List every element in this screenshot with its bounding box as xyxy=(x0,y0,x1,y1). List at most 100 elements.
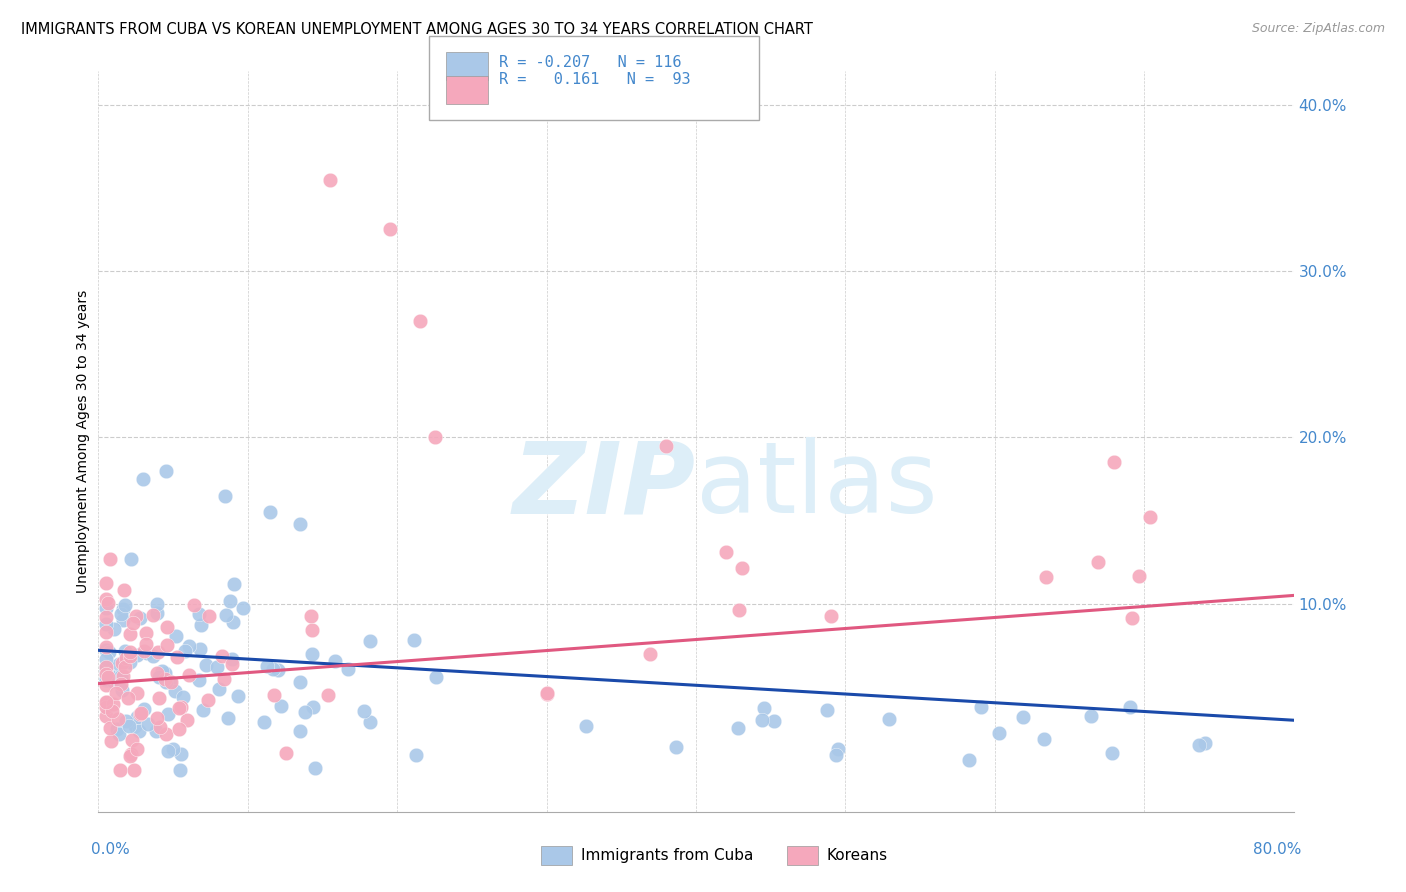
Point xyxy=(125,608,148,623)
Point xyxy=(111,602,134,616)
Point xyxy=(98,668,121,682)
Point xyxy=(827,742,849,756)
Point xyxy=(378,222,401,236)
Point xyxy=(170,747,193,762)
Point xyxy=(195,658,218,673)
Point xyxy=(94,640,117,654)
Point xyxy=(188,673,211,687)
Point xyxy=(270,699,292,714)
Text: 80.0%: 80.0% xyxy=(1253,842,1301,856)
Point xyxy=(157,744,180,758)
Point xyxy=(156,620,179,634)
Text: IMMIGRANTS FROM CUBA VS KOREAN UNEMPLOYMENT AMONG AGES 30 TO 34 YEARS CORRELATIO: IMMIGRANTS FROM CUBA VS KOREAN UNEMPLOYM… xyxy=(21,22,813,37)
Point xyxy=(405,747,427,762)
Point xyxy=(118,626,141,640)
Point xyxy=(957,753,980,767)
Point xyxy=(94,700,117,714)
Point xyxy=(259,505,281,519)
Point xyxy=(94,609,117,624)
Point xyxy=(359,714,381,729)
Point xyxy=(1188,739,1211,753)
Point xyxy=(754,701,776,715)
Point xyxy=(153,666,176,681)
Point xyxy=(301,647,323,661)
Text: Source: ZipAtlas.com: Source: ZipAtlas.com xyxy=(1251,22,1385,36)
Point xyxy=(163,684,186,698)
Point xyxy=(1128,569,1150,583)
Point xyxy=(1139,510,1161,524)
Point xyxy=(256,659,278,673)
Point xyxy=(188,607,211,622)
Point xyxy=(969,699,991,714)
Point xyxy=(655,439,678,453)
Point xyxy=(100,734,122,748)
Point xyxy=(103,623,125,637)
Point xyxy=(170,699,193,714)
Point xyxy=(146,711,169,725)
Point xyxy=(94,661,117,675)
Point xyxy=(762,714,785,728)
Point xyxy=(731,561,754,575)
Point xyxy=(1087,555,1109,569)
Point xyxy=(94,592,117,607)
Point xyxy=(135,646,157,660)
Point xyxy=(219,594,242,608)
Point xyxy=(222,615,245,629)
Point xyxy=(183,599,205,613)
Point xyxy=(198,609,221,624)
Point xyxy=(128,724,150,739)
Point xyxy=(165,629,187,643)
Point xyxy=(179,668,201,682)
Point xyxy=(135,625,157,640)
Point xyxy=(215,607,238,622)
Point xyxy=(751,713,773,727)
Point xyxy=(423,430,446,444)
Point xyxy=(1080,708,1102,723)
Point xyxy=(221,657,243,672)
Point xyxy=(97,645,120,659)
Point xyxy=(160,675,183,690)
Point xyxy=(121,732,143,747)
Point xyxy=(98,721,121,735)
Point xyxy=(638,647,661,661)
Point xyxy=(1121,611,1143,625)
Point xyxy=(155,674,177,689)
Point xyxy=(112,669,135,683)
Point xyxy=(97,596,120,610)
Point xyxy=(118,718,141,732)
Point xyxy=(262,662,284,676)
Point xyxy=(1101,746,1123,760)
Point xyxy=(159,675,181,690)
Text: atlas: atlas xyxy=(696,437,938,534)
Point xyxy=(111,683,134,698)
Point xyxy=(129,706,152,721)
Point xyxy=(665,740,688,755)
Point xyxy=(112,582,135,597)
Point xyxy=(288,516,311,531)
Point xyxy=(1119,700,1142,714)
Point xyxy=(114,598,136,612)
Point xyxy=(122,763,145,777)
Point xyxy=(94,660,117,674)
Point xyxy=(114,714,136,728)
Point xyxy=(94,660,117,674)
Point xyxy=(114,644,136,658)
Point xyxy=(155,464,177,478)
Point xyxy=(536,686,558,700)
Point xyxy=(110,677,132,691)
Point xyxy=(727,721,749,735)
Point xyxy=(107,657,129,671)
Point xyxy=(221,651,243,665)
Point xyxy=(1194,736,1216,750)
Point xyxy=(108,727,131,741)
Point xyxy=(302,700,325,714)
Point xyxy=(191,703,214,717)
Point xyxy=(146,665,169,680)
Point xyxy=(94,678,117,692)
Point xyxy=(134,644,156,658)
Point xyxy=(94,617,117,632)
Point xyxy=(299,609,322,624)
Point xyxy=(232,600,254,615)
Point xyxy=(167,700,190,714)
Point xyxy=(224,577,246,591)
